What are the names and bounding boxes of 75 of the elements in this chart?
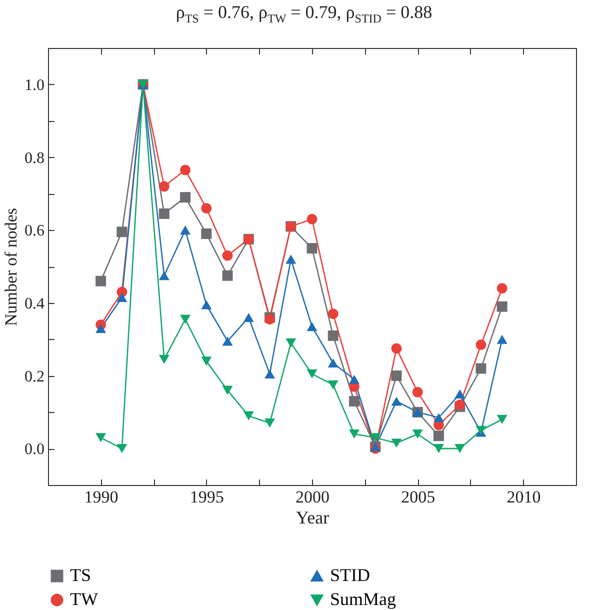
point xyxy=(391,438,402,448)
point xyxy=(306,369,318,378)
point xyxy=(496,283,508,294)
point xyxy=(96,433,106,442)
point xyxy=(180,314,191,324)
x-tick-label: 1995 xyxy=(190,488,224,506)
legend-label: STID xyxy=(330,565,370,585)
y-tick-label: 0.2 xyxy=(24,368,44,386)
point xyxy=(328,330,338,341)
point xyxy=(328,380,338,390)
point xyxy=(158,354,170,364)
chart-title: ρ$_{TS}$ = 0.76, ρ$_{TW}$ = 0.79, ρ$_{STID}$ = 0.88 xyxy=(174,2,434,27)
point xyxy=(348,374,360,384)
point xyxy=(264,369,276,378)
point xyxy=(158,181,170,192)
point xyxy=(201,228,212,239)
point xyxy=(116,226,128,238)
point xyxy=(158,208,170,219)
point xyxy=(412,386,423,398)
point xyxy=(454,444,466,454)
point xyxy=(201,356,212,366)
point xyxy=(222,386,233,395)
point xyxy=(306,322,318,332)
point xyxy=(496,414,508,424)
point xyxy=(328,308,338,320)
x-tick-label: 1990 xyxy=(84,488,118,506)
point xyxy=(264,418,276,428)
legend-label: TS xyxy=(70,565,92,585)
x-axis-title: Year xyxy=(296,508,330,528)
point xyxy=(180,192,191,203)
point xyxy=(348,429,360,439)
y-axis-title: Number of nodes xyxy=(2,208,20,326)
point xyxy=(433,430,444,442)
point xyxy=(243,411,254,420)
point xyxy=(180,164,191,176)
point xyxy=(496,301,508,312)
point xyxy=(222,250,233,261)
point xyxy=(476,340,486,350)
point xyxy=(222,270,233,281)
y-tick-label: 0.6 xyxy=(24,222,44,240)
point xyxy=(306,243,318,254)
point xyxy=(222,336,233,346)
y-tick-label: 0.0 xyxy=(24,441,44,458)
point xyxy=(433,444,444,454)
point xyxy=(433,413,444,422)
legend-label: TW xyxy=(70,589,98,609)
point xyxy=(412,429,423,439)
point xyxy=(96,324,106,333)
point xyxy=(391,343,402,354)
point xyxy=(391,370,402,381)
point xyxy=(454,389,466,398)
point xyxy=(306,214,318,224)
point xyxy=(243,312,254,322)
legend-label: SumMag xyxy=(330,589,396,609)
point xyxy=(201,300,212,310)
point xyxy=(96,276,106,286)
point xyxy=(328,358,338,368)
y-tick-label: 1.0 xyxy=(24,76,44,94)
point xyxy=(116,444,128,454)
point xyxy=(370,433,381,442)
y-tick-label: 0.4 xyxy=(24,295,44,312)
point xyxy=(286,338,296,348)
point xyxy=(391,396,402,406)
y-tick-label: 0.8 xyxy=(24,150,44,167)
x-tick-label: 2005 xyxy=(401,488,436,506)
point xyxy=(348,396,360,406)
point xyxy=(158,271,170,280)
point xyxy=(286,254,296,264)
point xyxy=(116,292,128,302)
x-tick-label: 2010 xyxy=(506,488,541,506)
x-tick-label: 2000 xyxy=(296,488,330,506)
point xyxy=(496,334,508,344)
point xyxy=(201,203,212,214)
point xyxy=(476,363,486,374)
point xyxy=(180,226,191,235)
